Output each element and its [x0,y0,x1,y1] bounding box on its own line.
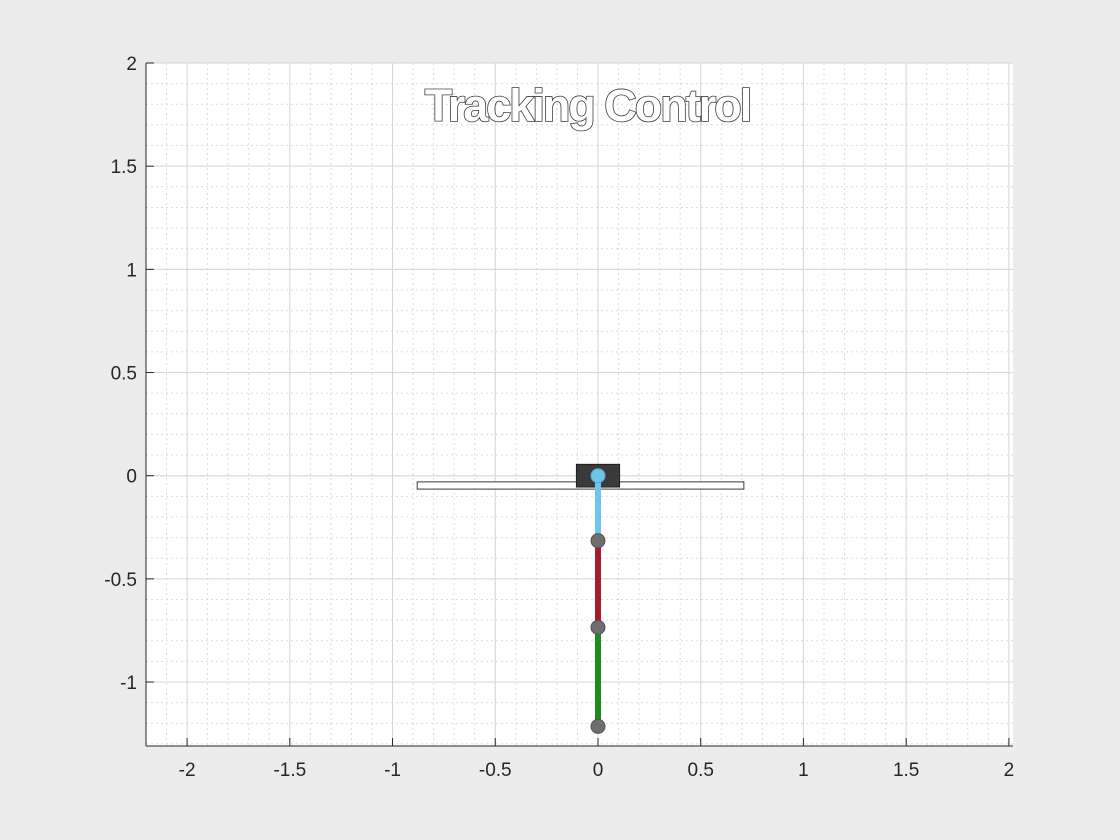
axes-background [146,63,1013,746]
chart-title: Tracking Control [425,80,751,131]
pendulum-joint-1 [590,468,606,484]
x-tick-label: 1 [798,760,809,781]
pendulum-scene [416,463,745,734]
y-tick-label: -1 [120,673,137,694]
y-tick-label: 0 [126,467,137,488]
axis-lines [145,62,1013,747]
x-tick-label: 2 [1004,760,1015,781]
x-tick-label: 0 [593,760,604,781]
y-tick-label: 2 [126,54,137,75]
x-tick-label: -2 [179,760,196,781]
y-tick-label: 1 [126,260,137,281]
x-tick-labels: -2 -1.5 -1 -0.5 0 0.5 1 1.5 2 [179,760,1015,781]
x-tick-label: 0.5 [688,760,714,781]
y-tick-label: 0.5 [111,364,137,385]
x-tick-label: -1 [384,760,401,781]
pendulum-joint-3 [590,619,606,635]
x-tick-label: -0.5 [479,760,512,781]
y-tick-labels: -1 -0.5 0 0.5 1 1.5 2 [104,54,137,694]
pendulum-joint-2 [590,533,606,549]
pendulum-joint-4 [590,718,606,734]
y-tick-label: 1.5 [111,157,137,178]
x-tick-label: -1.5 [273,760,306,781]
y-tick-label: -0.5 [104,570,137,591]
x-tick-label: 1.5 [893,760,919,781]
